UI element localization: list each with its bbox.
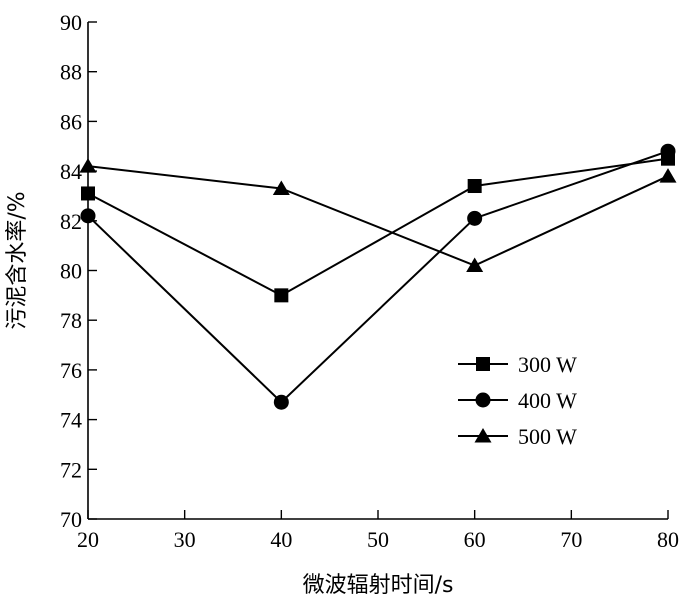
y-tick-label: 78 (60, 308, 82, 333)
x-axis-title: 微波辐射时间/s (303, 573, 454, 598)
legend-entry: 500 W (458, 424, 577, 449)
y-tick-label: 90 (60, 10, 82, 35)
y-tick-label: 70 (60, 507, 82, 532)
x-tick-label: 60 (464, 527, 486, 552)
legend-marker-triangle (474, 428, 492, 443)
data-point-square (467, 179, 482, 194)
data-point-triangle (466, 257, 484, 273)
y-tick-label: 72 (60, 457, 82, 482)
legend-label: 500 W (518, 424, 577, 449)
chart-series (79, 143, 677, 410)
data-point-triangle (659, 168, 677, 183)
data-point-circle (660, 143, 676, 159)
data-point-square (274, 288, 289, 303)
y-tick-label: 74 (60, 408, 82, 433)
data-point-triangle (79, 158, 97, 173)
x-tick-label: 20 (77, 527, 99, 552)
y-tick-label: 76 (60, 358, 82, 383)
legend-entry: 400 W (458, 388, 577, 413)
chart-axes: 70 72 74 76 78 80 82 84 86 88 90 20 30 40 50 60 70 80 (60, 10, 679, 552)
y-axis-title: 污泥含水率/% (5, 191, 30, 329)
chart-legend: 300 W 400 W 500 W (458, 352, 577, 449)
legend-label: 300 W (518, 352, 577, 377)
y-tick-label: 82 (60, 209, 82, 234)
series-line-triangle (87, 165, 669, 267)
legend-marker-circle (475, 392, 491, 408)
x-tick-label: 50 (367, 527, 389, 552)
data-point-circle (80, 208, 96, 224)
series-line-square (87, 157, 669, 297)
legend-label: 400 W (518, 388, 577, 413)
y-tick-label: 86 (60, 109, 82, 134)
y-tick-label: 80 (60, 259, 82, 284)
data-point-circle (273, 394, 289, 410)
x-tick-label: 70 (560, 527, 582, 552)
series-circle (80, 143, 676, 410)
legend-entry: 300 W (458, 352, 577, 377)
series-line-circle (87, 150, 669, 404)
data-point-circle (467, 210, 483, 226)
data-point-triangle (272, 180, 290, 195)
x-tick-label: 80 (657, 527, 679, 552)
y-tick-label: 84 (60, 159, 82, 184)
series-square (81, 151, 675, 303)
y-tick-label: 88 (60, 60, 82, 85)
data-point-square (81, 186, 95, 201)
x-tick-label: 40 (270, 527, 292, 552)
x-tick-label: 30 (174, 527, 196, 552)
series-triangle (79, 158, 677, 273)
legend-marker-square (476, 357, 490, 371)
